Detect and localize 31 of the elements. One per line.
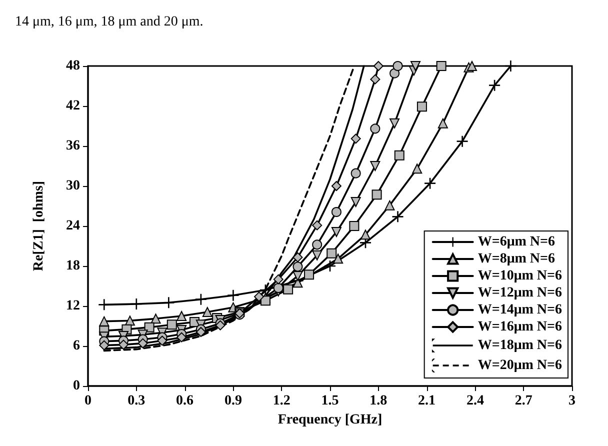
text: 14 μm, 16 μm, 18 μm and 20 μm. bbox=[15, 14, 204, 30]
y-tick-label: 12 bbox=[66, 298, 80, 314]
x-tick-label: 0 bbox=[84, 394, 92, 408]
y-tick-label: 48 bbox=[66, 58, 80, 74]
x-tick-label: 0.9 bbox=[224, 394, 242, 408]
x-tick-label: 1.5 bbox=[321, 394, 339, 408]
x-tick-label: 2.7 bbox=[514, 394, 532, 408]
x-tick-label: 0.6 bbox=[176, 394, 194, 408]
legend-label: W=8μm N=6 bbox=[478, 252, 556, 266]
legend-label: W=12μm N=6 bbox=[478, 286, 562, 300]
y-tick-label: 36 bbox=[66, 138, 80, 154]
y-tick-label: 0 bbox=[73, 378, 80, 394]
x-tick-label: 2.1 bbox=[418, 394, 436, 408]
legend-label: W=20μm N=6 bbox=[478, 358, 562, 373]
legend-label: W=16μm N=6 bbox=[478, 320, 562, 334]
x-axis-title: Frequency [GHz] bbox=[278, 412, 382, 428]
legend-label: W=10μm N=6 bbox=[478, 268, 562, 284]
legend-label: W=6μm N=6 bbox=[478, 234, 556, 250]
x-tick-label: 2.4 bbox=[466, 394, 484, 408]
x-tick-label: 1.2 bbox=[272, 394, 290, 408]
x-tick-label: 3 bbox=[568, 394, 576, 408]
y-tick-label: 30 bbox=[66, 178, 80, 194]
y-tick-label: 24 bbox=[66, 218, 80, 234]
y-axis-title: Re[Z1] [ohms] bbox=[32, 180, 46, 272]
x-tick-label: 0.3 bbox=[128, 394, 146, 408]
y-tick-label: 42 bbox=[66, 98, 80, 114]
legend-label: W=14μm N=6 bbox=[478, 302, 562, 318]
legend-label: W=18μm N=6 bbox=[478, 338, 562, 353]
x-tick-label: 1.8 bbox=[370, 394, 388, 408]
y-tick-label: 6 bbox=[73, 338, 80, 354]
y-tick-label: 18 bbox=[66, 258, 80, 274]
